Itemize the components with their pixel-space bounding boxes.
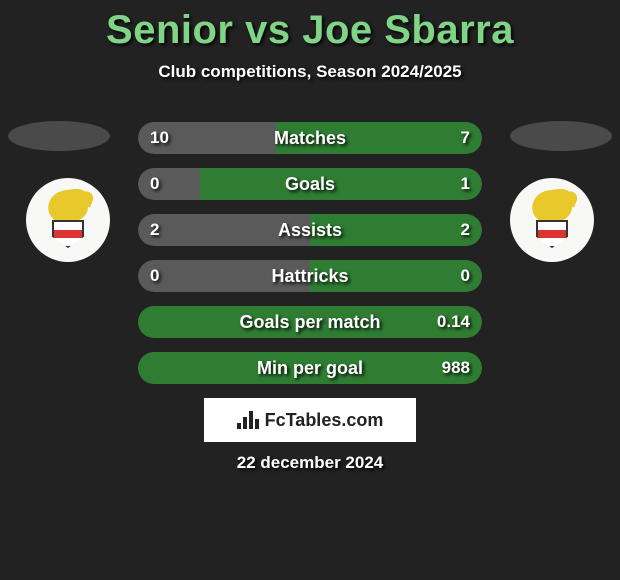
stat-bar-right-value: 0.14 (437, 306, 470, 338)
stat-bar: Hattricks0 0 (138, 260, 482, 292)
date-text: 22 december 2024 (0, 453, 620, 473)
stat-bar: Goals0 1 (138, 168, 482, 200)
stat-bar-right-value: 1 (461, 168, 470, 200)
bars-icon (237, 411, 259, 429)
crest-icon (38, 190, 98, 250)
subtitle: Club competitions, Season 2024/2025 (0, 62, 620, 82)
stat-bar-label: Min per goal (138, 352, 482, 384)
stat-bar: Min per goal988 (138, 352, 482, 384)
stat-bar-right-value: 0 (461, 260, 470, 292)
stat-bar-label: Goals per match (138, 306, 482, 338)
stat-bar-left-value: 10 (150, 122, 169, 154)
stat-bar: Goals per match0.14 (138, 306, 482, 338)
player-left-club-badge (26, 178, 110, 262)
stat-bar-left-value: 0 (150, 168, 159, 200)
crest-icon (522, 190, 582, 250)
canvas: Senior vs Joe Sbarra Club competitions, … (0, 0, 620, 580)
player-right-ellipse (510, 121, 612, 151)
stat-bar: Matches10 7 (138, 122, 482, 154)
stat-bar-right-value: 2 (461, 214, 470, 246)
stat-bar-left-value: 2 (150, 214, 159, 246)
stat-bar-label: Assists (138, 214, 482, 246)
stat-bar: Assists2 2 (138, 214, 482, 246)
stat-bar-label: Goals (138, 168, 482, 200)
player-left-ellipse (8, 121, 110, 151)
stat-bar-left-value: 0 (150, 260, 159, 292)
watermark: FcTables.com (204, 398, 416, 442)
watermark-text: FcTables.com (265, 410, 384, 431)
stat-bar-right-value: 988 (442, 352, 470, 384)
stat-bar-right-value: 7 (461, 122, 470, 154)
page-title: Senior vs Joe Sbarra (0, 8, 620, 53)
stat-bars: Matches107Goals01Assists22Hattricks00Goa… (138, 122, 482, 398)
stat-bar-label: Matches (138, 122, 482, 154)
player-right-club-badge (510, 178, 594, 262)
stat-bar-label: Hattricks (138, 260, 482, 292)
